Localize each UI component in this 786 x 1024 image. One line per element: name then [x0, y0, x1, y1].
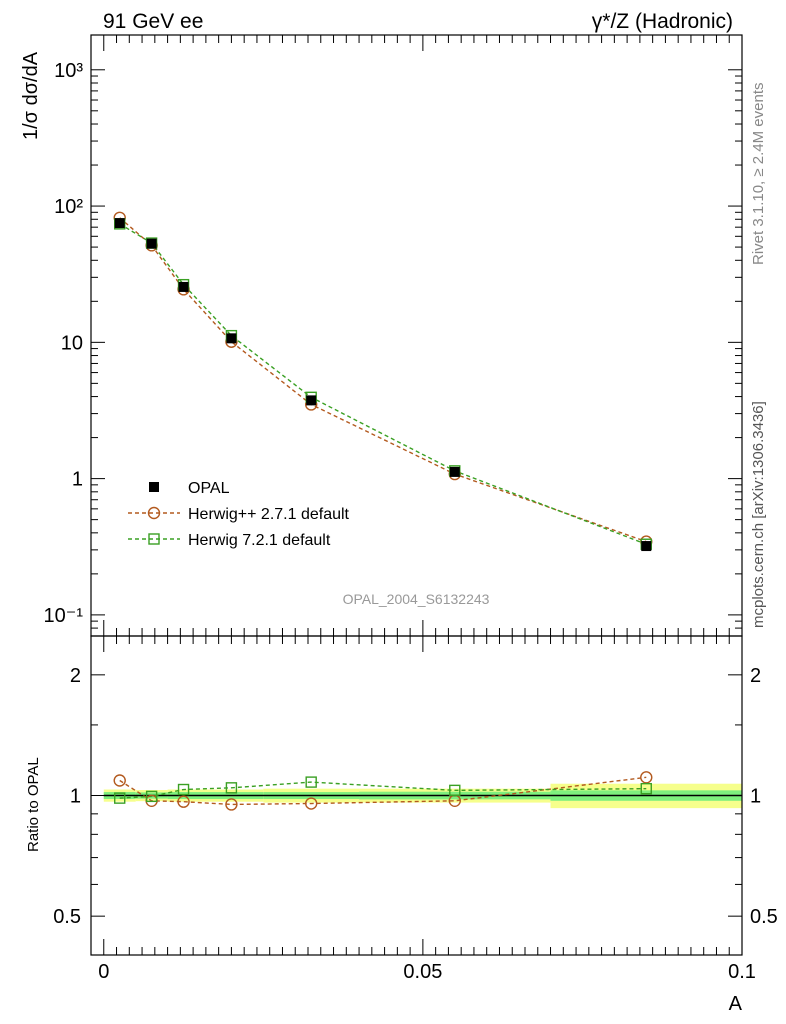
- ratio-y-tick-label-left: 0.5: [53, 906, 81, 928]
- legend-label-herwigpp: Herwig++ 2.7.1 default: [188, 506, 350, 523]
- herwigpp-ratio-point: [304, 797, 318, 810]
- x-tick-label: 0: [98, 961, 109, 983]
- main-y-tick-label: 1: [72, 469, 83, 491]
- opal-data-point: [146, 238, 157, 249]
- opal-data-point: [449, 466, 460, 477]
- herwigpp-ratio-point: [640, 771, 653, 784]
- opal-data-point: [114, 218, 125, 229]
- ratio-y-axis-label: Ratio to OPAL: [25, 757, 42, 852]
- ratio-y-tick-label-right: 2: [750, 665, 761, 687]
- legend: OPAL Herwig++ 2.7.1 default Herwig 7.2.1 d…: [128, 480, 350, 549]
- ratio-y-tick-label-right: 1: [750, 786, 761, 808]
- ratio-plot-frame: 0.5 0.5 1 1 2 2 0 0.05 0.1: [53, 635, 778, 983]
- herwigpp-ratio-point: [225, 798, 238, 811]
- legend-label-herwig7: Herwig 7.2.1 default: [188, 532, 331, 549]
- opal-data-point: [306, 395, 317, 406]
- mcplots-label: mcplots.cern.ch [arXiv:1306.3436]: [750, 401, 767, 628]
- main-y-axis-label: 1/σ dσ/dA: [20, 51, 42, 140]
- herwigpp-ratio-point: [113, 774, 126, 787]
- herwig7-ratio-point: [114, 792, 126, 804]
- legend-label-data: OPAL: [188, 480, 230, 497]
- opal-data-point: [178, 281, 189, 292]
- herwig7-ratio-point: [145, 790, 158, 803]
- herwig7-ratio-point: [225, 782, 238, 794]
- herwig7-ratio-point: [305, 776, 317, 788]
- main-y-tick-label: 10⁻¹: [44, 605, 84, 627]
- ratio-y-tick-label-left: 2: [70, 665, 81, 687]
- opal-data-point: [641, 541, 652, 552]
- ratio-uncertainty-band: [103, 783, 742, 809]
- ratio-y-tick-label-left: 1: [70, 786, 81, 808]
- analysis-watermark: OPAL_2004_S6132243: [343, 591, 490, 607]
- left-title: 91 GeV ee: [103, 10, 203, 33]
- legend-opal-marker: [149, 482, 159, 492]
- main-y-tick-label: 10: [61, 332, 83, 354]
- x-tick-label: 0.05: [403, 961, 442, 983]
- main-plot-frame: 10⁻¹ 1 10 10² 10³: [44, 34, 743, 637]
- herwig7-ratio-line: [119, 781, 647, 799]
- opal-data-point: [226, 333, 237, 344]
- rivet-label: Rivet 3.1.10, ≥ 2.4M events: [750, 83, 767, 266]
- main-plot-series: [113, 211, 653, 552]
- herwig7-ratio-point: [640, 782, 652, 795]
- x-axis-label: A: [729, 993, 743, 1015]
- herwig7-ratio-point: [449, 784, 461, 797]
- main-y-tick-label: 10²: [54, 196, 83, 218]
- x-tick-label: 0.1: [728, 961, 756, 983]
- ratio-y-tick-label-right: 0.5: [750, 906, 778, 928]
- ratio-plot-series: [113, 771, 653, 811]
- right-title: γ*/Z (Hadronic): [592, 10, 733, 33]
- herwigpp-ratio-point: [177, 795, 190, 808]
- herwig7-ratio-point: [177, 783, 190, 796]
- main-y-tick-label: 10³: [54, 60, 83, 82]
- legend-marker-herwigpp: [147, 506, 161, 520]
- legend-marker-herwig7: [148, 533, 160, 545]
